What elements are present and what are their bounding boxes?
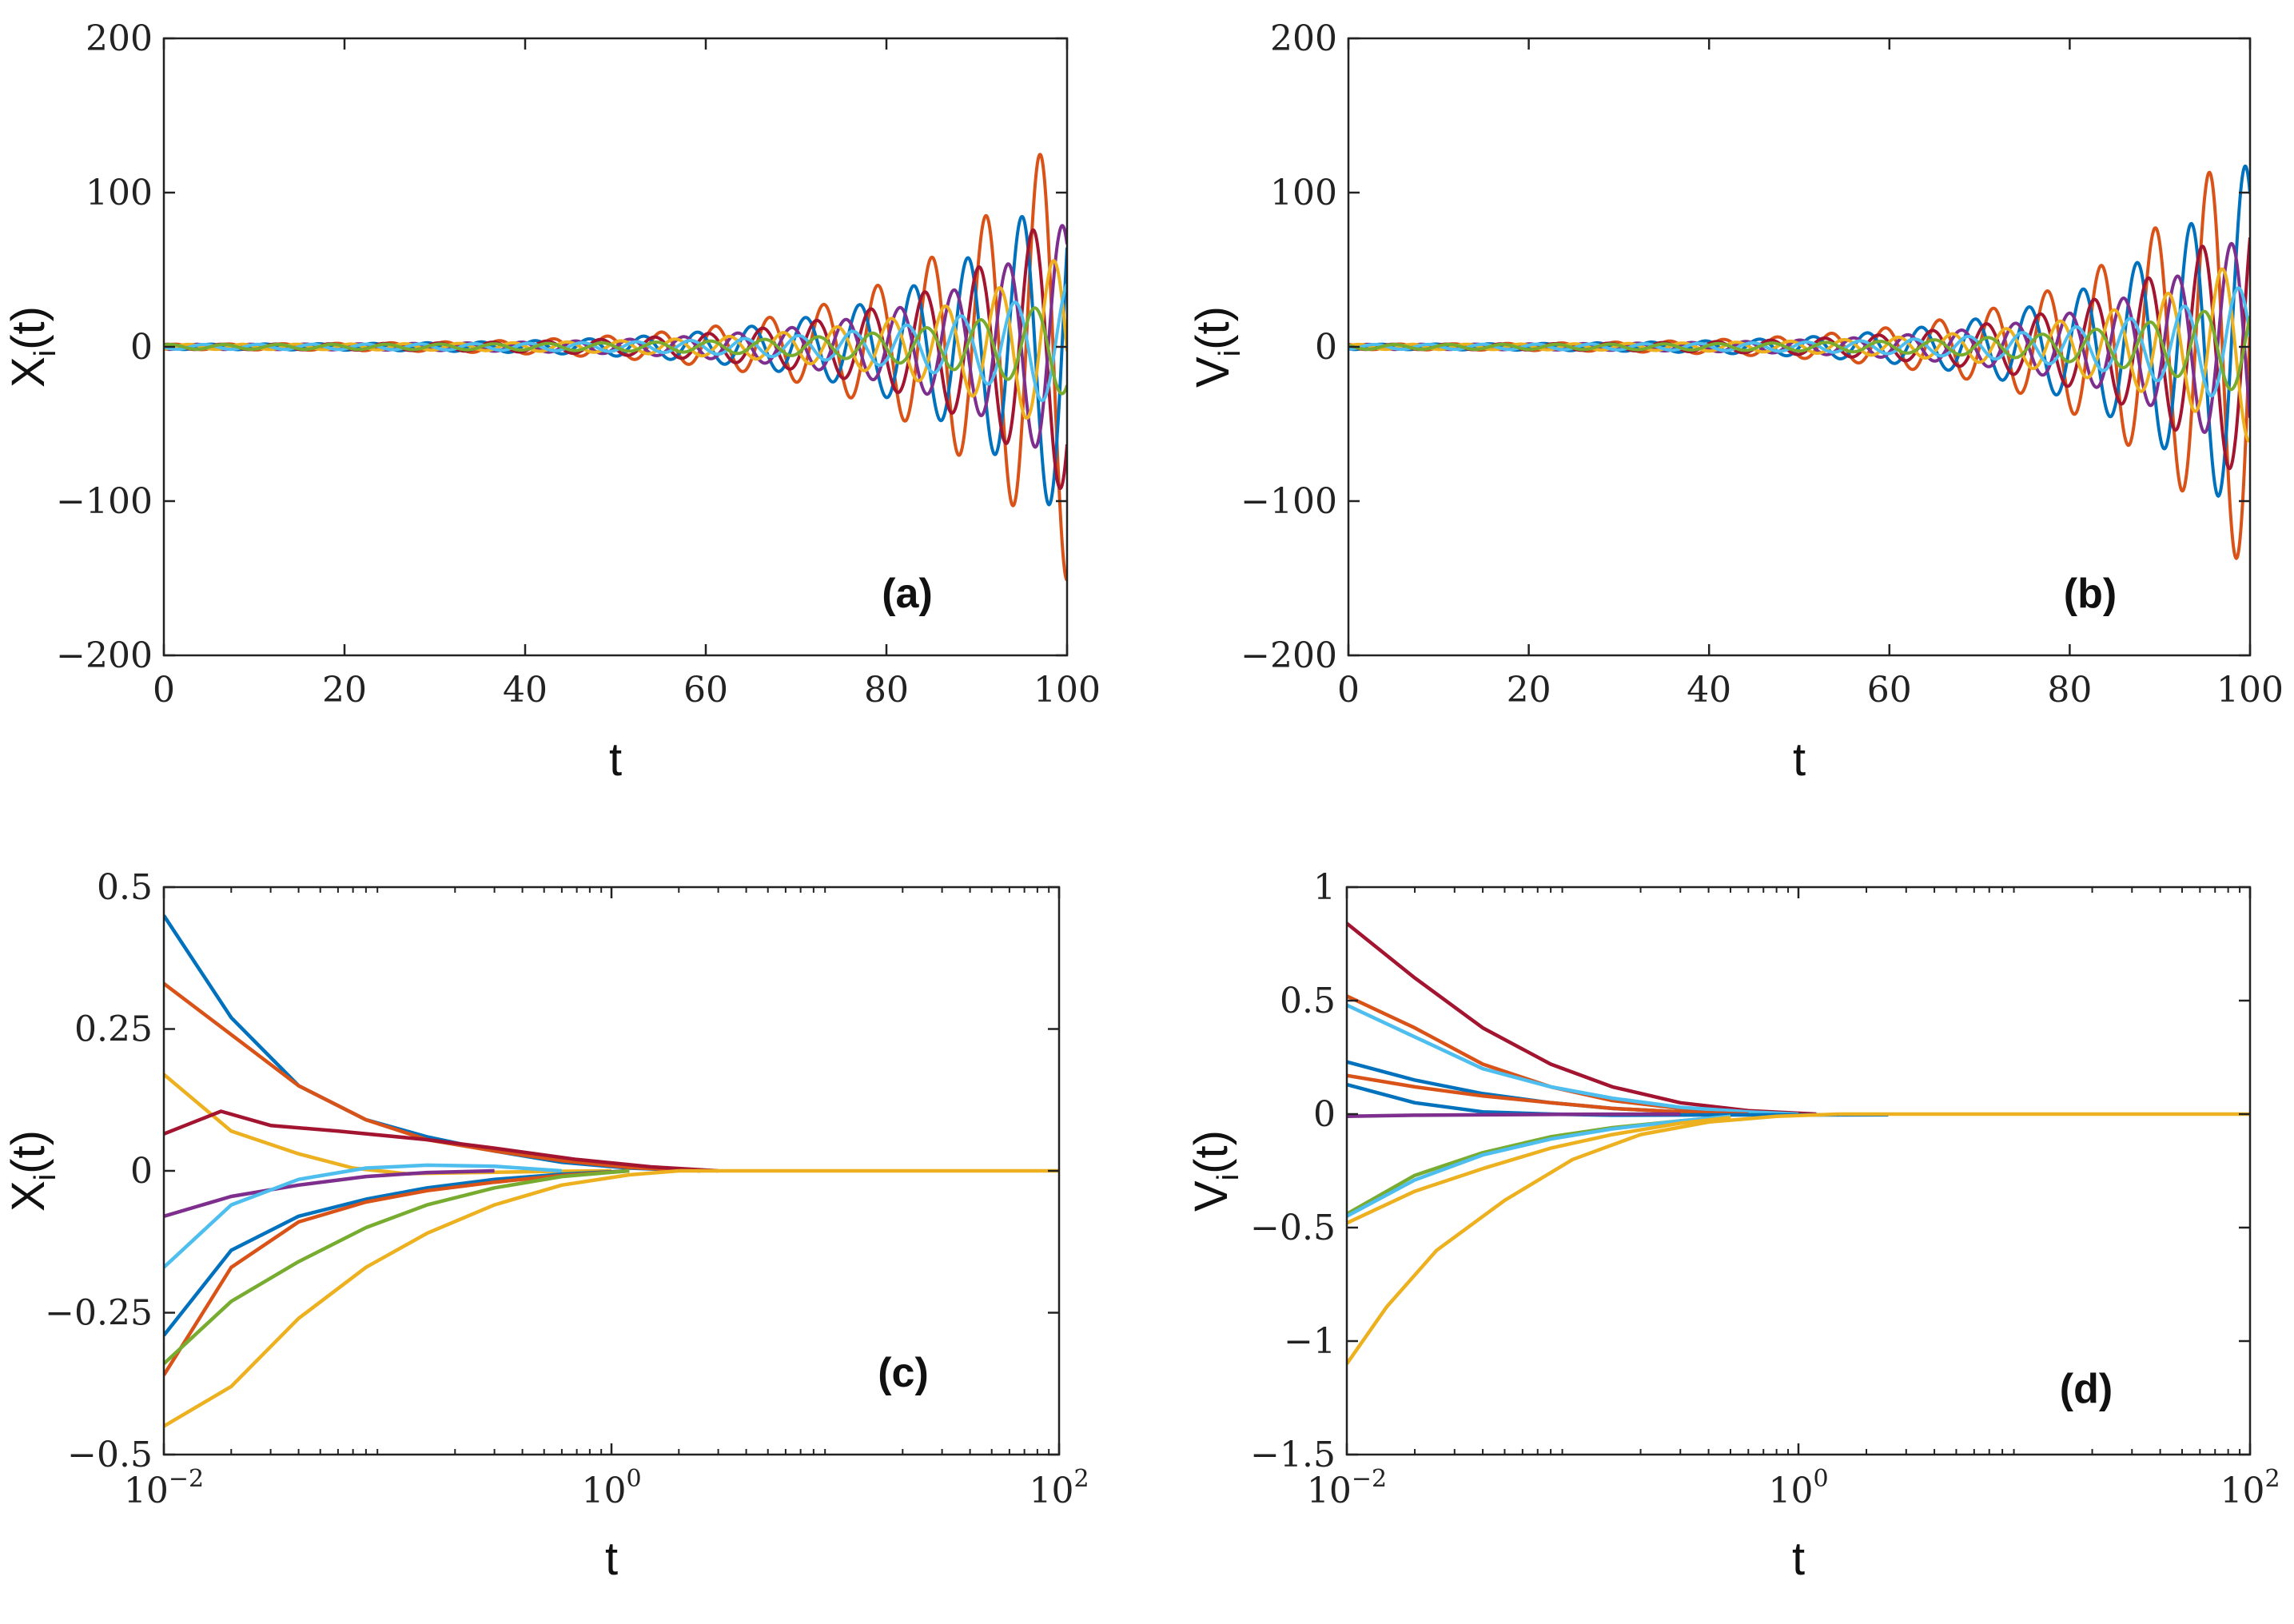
series-group xyxy=(1348,164,2250,560)
series-line-8 xyxy=(1347,1114,1731,1216)
y-tick-label: −0.5 xyxy=(1250,1208,1336,1248)
series-line-7 xyxy=(164,306,1067,396)
series-line-3 xyxy=(164,228,1067,490)
panel-c: 10−2 100 102 −0.5 −0.25 0 0.25 0.5 t Xi(t) (c) xyxy=(2,867,1089,1585)
y-tick-label: 1 xyxy=(1313,867,1336,908)
panel-label: (a) xyxy=(882,571,933,617)
axes-frame xyxy=(1345,886,2252,1456)
series-line-6 xyxy=(1348,286,2250,398)
series-group xyxy=(164,153,1067,582)
y-axis-label-main: X xyxy=(2,356,54,388)
x-tick-label: 80 xyxy=(864,670,909,710)
x-tick-label: 100 xyxy=(581,1465,641,1511)
y-tick-label: 200 xyxy=(86,18,153,59)
y-tick-label: 0 xyxy=(130,1151,153,1192)
y-axis-label: Vi(t) xyxy=(1187,306,1247,388)
y-tick-label: 0 xyxy=(1313,1094,1336,1135)
series-line-7 xyxy=(1347,1112,1681,1119)
x-tick-label: 100 xyxy=(1768,1465,1828,1511)
x-tick-label: 0 xyxy=(153,670,175,710)
y-tick-label: −200 xyxy=(1241,635,1337,676)
y-tick-label: −200 xyxy=(56,635,153,676)
series-line-1 xyxy=(164,153,1067,582)
series-line-7 xyxy=(1348,309,2250,392)
series-line-4 xyxy=(164,1109,719,1173)
y-axis-label-main: V xyxy=(1185,1180,1237,1212)
panel-label: (c) xyxy=(878,1350,929,1396)
panel-label: (d) xyxy=(2060,1366,2113,1412)
series-line-5 xyxy=(164,1168,495,1218)
x-axis-label: t xyxy=(609,734,622,786)
x-tick-label: 0 xyxy=(1337,670,1360,710)
y-axis-label: Xi(t) xyxy=(2,1130,62,1212)
y-tick-label: 200 xyxy=(1270,18,1337,59)
panel-label: (b) xyxy=(2064,571,2117,617)
series-line-3 xyxy=(164,1073,612,1176)
y-axis-label-suffix: (t) xyxy=(1187,306,1239,350)
series-line-2 xyxy=(1347,994,1799,1116)
y-tick-label: 100 xyxy=(86,173,153,213)
series-line-5 xyxy=(1347,1073,1749,1116)
y-axis-label-suffix: (t) xyxy=(2,306,54,350)
y-tick-label: −100 xyxy=(56,481,153,522)
series-line-1 xyxy=(1348,170,2250,560)
x-tick-label: 100 xyxy=(2216,670,2284,710)
y-axis-label-main: X xyxy=(2,1180,54,1212)
series-line-3 xyxy=(1347,1003,1799,1116)
y-axis-label-sub: i xyxy=(1213,350,1247,356)
x-tick-label: 102 xyxy=(1029,1465,1089,1511)
x-tick-label: 40 xyxy=(1687,670,1731,710)
series-line-6 xyxy=(164,1163,563,1269)
y-axis-label-main: V xyxy=(1187,356,1239,388)
y-tick-label: 0 xyxy=(1315,327,1337,368)
y-tick-label: 100 xyxy=(1270,173,1337,213)
y-axis-label-suffix: (t) xyxy=(1185,1130,1237,1174)
panel-a: 0 20 40 60 80 100 −200 −100 0 100 200 t Xi(t) (a) xyxy=(2,18,1101,786)
y-axis-label: Xi(t) xyxy=(2,306,62,388)
series-group xyxy=(164,914,1059,1428)
series-group xyxy=(1347,921,2250,1365)
y-tick-label: −1.5 xyxy=(1250,1435,1336,1475)
y-axis-label-sub: i xyxy=(1212,1174,1245,1180)
x-tick-label: 100 xyxy=(1033,670,1101,710)
y-tick-label: −1 xyxy=(1284,1321,1336,1362)
x-tick-label: 102 xyxy=(2220,1465,2280,1511)
y-tick-label: −0.5 xyxy=(67,1435,153,1475)
y-tick-label: 0.5 xyxy=(1280,981,1336,1021)
x-tick-label: 60 xyxy=(683,670,728,710)
x-tick-label: 40 xyxy=(503,670,548,710)
series-line-9 xyxy=(164,1168,630,1366)
series-line-2 xyxy=(164,981,701,1173)
series-line-10 xyxy=(1347,1116,1731,1225)
series-line-8 xyxy=(164,1168,630,1376)
series-line-2 xyxy=(1348,164,2250,498)
y-axis-label-sub: i xyxy=(29,350,62,356)
x-tick-label: 80 xyxy=(2047,670,2092,710)
x-tick-label: 20 xyxy=(1507,670,1551,710)
x-tick-label: 60 xyxy=(1867,670,1912,710)
series-line-9 xyxy=(1347,1114,1731,1218)
y-axis-label-suffix: (t) xyxy=(2,1130,54,1174)
series-line-10 xyxy=(164,1168,679,1428)
x-tick-label: 10−2 xyxy=(1307,1465,1387,1511)
panel-b: 0 20 40 60 80 100 −200 −100 0 100 200 t Vi(t) (b) xyxy=(1187,18,2284,786)
y-axis-label-sub: i xyxy=(29,1174,62,1180)
y-axis-label: Vi(t) xyxy=(1185,1130,1245,1212)
x-tick-label: 10−2 xyxy=(124,1465,204,1511)
x-axis-label: t xyxy=(605,1533,618,1585)
x-axis-label: t xyxy=(1792,1533,1805,1585)
x-tick-label: 20 xyxy=(322,670,367,710)
y-tick-label: 0 xyxy=(130,327,153,368)
y-tick-label: 0.5 xyxy=(97,867,153,908)
panel-d: 10−2 100 102 −1.5 −1 −0.5 0 0.5 1 t Vi(t) (d) xyxy=(1185,867,2280,1585)
y-tick-label: 0.25 xyxy=(74,1009,153,1050)
y-tick-label: −100 xyxy=(1241,481,1337,522)
y-tick-label: −0.25 xyxy=(45,1293,153,1334)
x-axis-label: t xyxy=(1793,734,1806,786)
series-line-11 xyxy=(1347,1112,1838,1365)
